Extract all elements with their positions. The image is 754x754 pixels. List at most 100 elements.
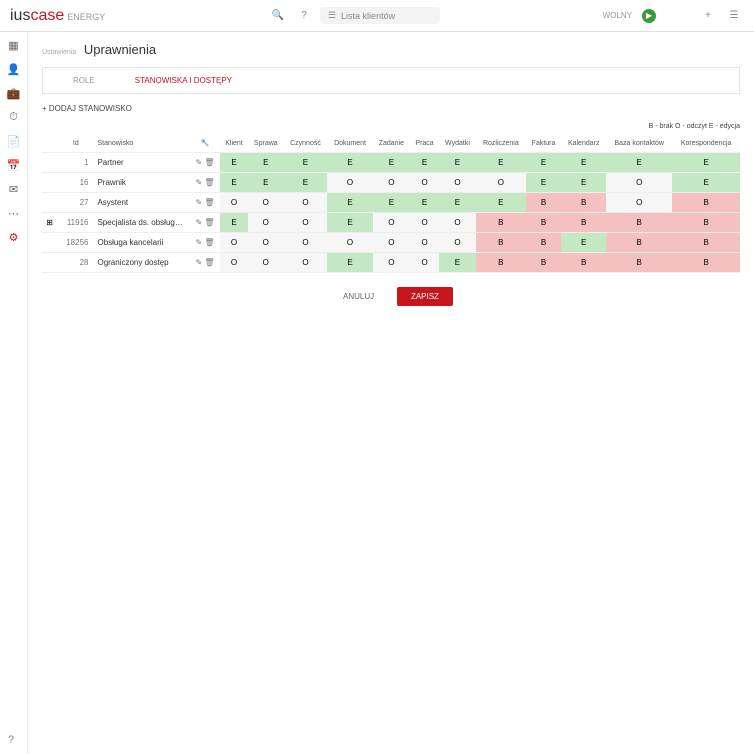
perm-cell[interactable]: E — [410, 153, 439, 173]
perm-cell[interactable]: B — [526, 193, 562, 213]
sidebar-clock-icon[interactable]: ⏱ — [7, 110, 21, 124]
edit-icon[interactable]: ✎ — [195, 178, 202, 187]
perm-cell[interactable]: E — [220, 153, 248, 173]
perm-cell[interactable]: B — [672, 213, 740, 233]
perm-cell[interactable]: E — [476, 193, 526, 213]
perm-cell[interactable]: E — [327, 193, 372, 213]
perm-cell[interactable]: B — [672, 253, 740, 273]
perm-cell[interactable]: E — [561, 233, 606, 253]
sidebar-user-icon[interactable]: 👤 — [7, 62, 21, 76]
perm-cell[interactable]: O — [439, 233, 476, 253]
search-input[interactable]: ☰ Lista klientów — [320, 7, 440, 24]
delete-icon[interactable]: 🗑 — [204, 258, 214, 267]
delete-icon[interactable]: 🗑 — [204, 198, 214, 207]
row-tools[interactable]: ✎ 🗑 — [190, 233, 220, 253]
perm-cell[interactable]: O — [327, 233, 372, 253]
perm-cell[interactable]: E — [248, 153, 284, 173]
perm-cell[interactable]: O — [220, 233, 248, 253]
edit-icon[interactable]: ✎ — [195, 158, 202, 167]
perm-cell[interactable]: E — [373, 153, 410, 173]
sidebar-doc-icon[interactable]: 📄 — [7, 134, 21, 148]
perm-cell[interactable]: O — [248, 193, 284, 213]
perm-cell[interactable]: O — [248, 233, 284, 253]
perm-cell[interactable]: O — [606, 193, 672, 213]
menu-icon[interactable]: ☰ — [724, 6, 744, 26]
perm-cell[interactable]: B — [672, 193, 740, 213]
perm-cell[interactable]: E — [526, 173, 562, 193]
perm-cell[interactable]: O — [284, 253, 328, 273]
perm-cell[interactable]: B — [561, 213, 606, 233]
perm-cell[interactable]: O — [476, 173, 526, 193]
perm-cell[interactable]: E — [327, 213, 372, 233]
perm-cell[interactable]: E — [672, 153, 740, 173]
tab-positions[interactable]: STANOWISKA I DOSTĘPY — [135, 76, 232, 85]
perm-cell[interactable]: B — [561, 253, 606, 273]
perm-cell[interactable]: O — [373, 233, 410, 253]
perm-cell[interactable]: B — [526, 253, 562, 273]
perm-cell[interactable]: B — [606, 253, 672, 273]
delete-icon[interactable]: 🗑 — [204, 238, 214, 247]
perm-cell[interactable]: E — [220, 173, 248, 193]
search-icon[interactable]: 🔍 — [268, 6, 288, 26]
delete-icon[interactable]: 🗑 — [204, 158, 214, 167]
perm-cell[interactable]: E — [248, 173, 284, 193]
add-icon[interactable]: + — [698, 6, 718, 26]
perm-cell[interactable]: O — [410, 213, 439, 233]
perm-cell[interactable]: E — [439, 193, 476, 213]
delete-icon[interactable]: 🗑 — [204, 218, 214, 227]
edit-icon[interactable]: ✎ — [195, 258, 202, 267]
perm-cell[interactable]: O — [284, 213, 328, 233]
perm-cell[interactable]: E — [327, 253, 372, 273]
perm-cell[interactable]: E — [220, 213, 248, 233]
cancel-button[interactable]: ANULUJ — [329, 287, 388, 306]
perm-cell[interactable]: O — [410, 233, 439, 253]
perm-cell[interactable]: B — [526, 233, 562, 253]
perm-cell[interactable]: O — [373, 253, 410, 273]
perm-cell[interactable]: B — [526, 213, 562, 233]
perm-cell[interactable]: E — [284, 153, 328, 173]
row-tools[interactable]: ✎ 🗑 — [190, 153, 220, 173]
sidebar-dashboard-icon[interactable]: ▦ — [7, 38, 21, 52]
perm-cell[interactable]: E — [284, 173, 328, 193]
perm-cell[interactable]: O — [606, 173, 672, 193]
status-indicator[interactable]: ▶ — [642, 9, 656, 23]
perm-cell[interactable]: B — [476, 213, 526, 233]
row-tools[interactable]: ✎ 🗑 — [190, 193, 220, 213]
perm-cell[interactable]: E — [561, 173, 606, 193]
delete-icon[interactable]: 🗑 — [204, 178, 214, 187]
sidebar-settings-icon[interactable]: ⚙ — [7, 230, 21, 244]
edit-icon[interactable]: ✎ — [195, 218, 202, 227]
perm-cell[interactable]: E — [327, 153, 372, 173]
perm-cell[interactable]: O — [373, 173, 410, 193]
perm-cell[interactable]: B — [476, 253, 526, 273]
tab-role[interactable]: ROLE — [73, 76, 95, 85]
perm-cell[interactable]: B — [672, 233, 740, 253]
sidebar-calendar-icon[interactable]: 📅 — [7, 158, 21, 172]
perm-cell[interactable]: O — [439, 213, 476, 233]
perm-cell[interactable]: B — [561, 193, 606, 213]
perm-cell[interactable]: E — [561, 153, 606, 173]
perm-cell[interactable]: B — [606, 213, 672, 233]
save-button[interactable]: ZAPISZ — [397, 287, 453, 306]
row-tools[interactable]: ✎ 🗑 — [190, 173, 220, 193]
sidebar-case-icon[interactable]: 💼 — [7, 86, 21, 100]
perm-cell[interactable]: E — [439, 253, 476, 273]
perm-cell[interactable]: E — [476, 153, 526, 173]
perm-cell[interactable]: O — [220, 193, 248, 213]
row-tools[interactable]: ✎ 🗑 — [190, 253, 220, 273]
expand-cell[interactable]: ⊞ — [42, 213, 57, 233]
perm-cell[interactable]: E — [672, 173, 740, 193]
perm-cell[interactable]: O — [284, 233, 328, 253]
perm-cell[interactable]: E — [439, 153, 476, 173]
row-tools[interactable]: ✎ 🗑 — [190, 213, 220, 233]
perm-cell[interactable]: O — [248, 213, 284, 233]
add-position-button[interactable]: + DODAJ STANOWISKO — [42, 104, 740, 113]
help-icon[interactable]: ? — [294, 6, 314, 26]
help-corner-icon[interactable]: ? — [8, 734, 14, 746]
perm-cell[interactable]: E — [373, 193, 410, 213]
perm-cell[interactable]: O — [284, 193, 328, 213]
perm-cell[interactable]: O — [327, 173, 372, 193]
perm-cell[interactable]: O — [373, 213, 410, 233]
sidebar-more-icon[interactable]: ⋯ — [7, 206, 21, 220]
perm-cell[interactable]: E — [410, 193, 439, 213]
